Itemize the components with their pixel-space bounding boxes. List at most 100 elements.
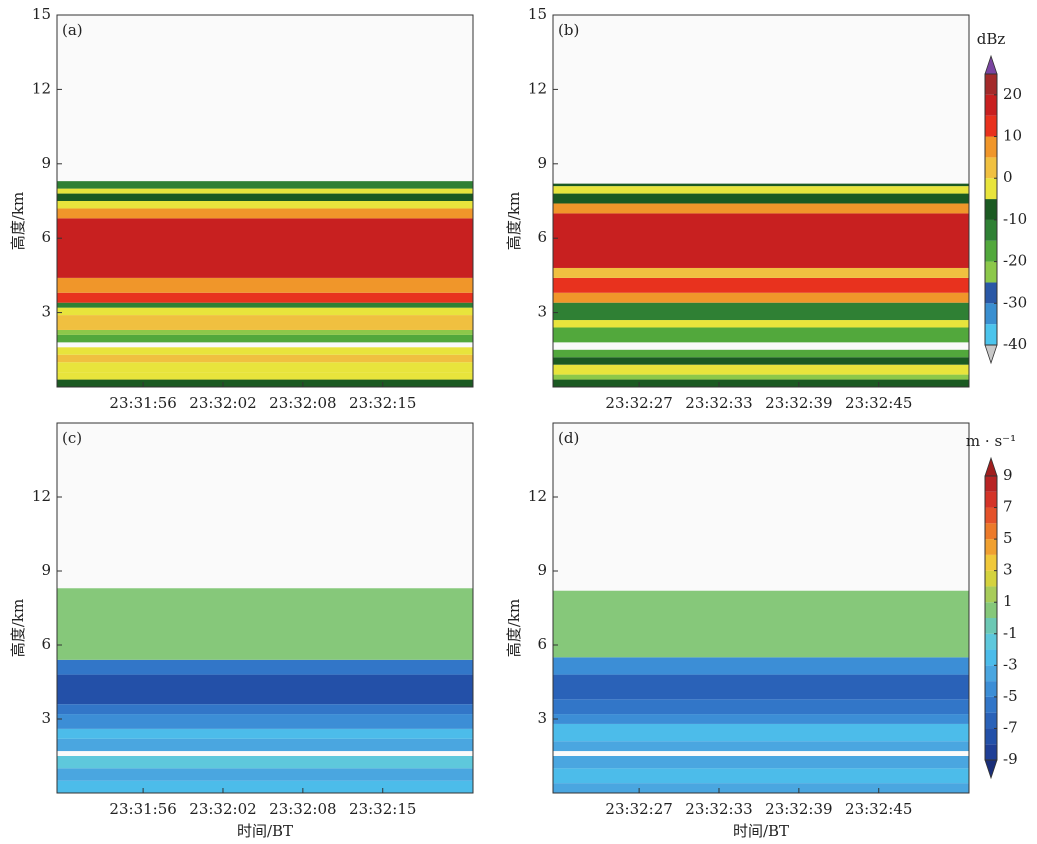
- y-tick-label: 9: [41, 561, 51, 579]
- colorbar-frame: [984, 73, 998, 346]
- contour-band: [57, 714, 473, 729]
- colorbar-segment: [985, 476, 997, 492]
- colorbar-tick-label: 3: [1003, 561, 1013, 579]
- y-tick-label: 3: [537, 709, 547, 727]
- y-tick-label: 9: [41, 154, 51, 172]
- colorbar-segment: [985, 199, 997, 220]
- y-axis-label: 高度/km: [505, 599, 523, 657]
- contour-band: [553, 357, 969, 365]
- colorbar-tick-label: 7: [1003, 498, 1013, 516]
- y-tick-label: 6: [537, 635, 547, 653]
- x-axis-label: 时间/BT: [733, 822, 789, 840]
- colorbar-segment: [985, 219, 997, 241]
- colorbar-segment: [985, 523, 997, 540]
- y-tick-label: 12: [32, 487, 51, 505]
- y-axis-label: 高度/km: [9, 192, 27, 250]
- contour-band: [57, 588, 473, 660]
- x-tick-label: 23:32:27: [605, 800, 672, 818]
- colorbar-frame: [984, 475, 998, 761]
- contour-band: [553, 292, 969, 303]
- contour-band: [57, 218, 473, 278]
- colorbar-segment: [985, 665, 997, 682]
- panel-label: (c): [62, 429, 82, 447]
- contour-band: [553, 327, 969, 343]
- colorbar-segment: [985, 586, 997, 603]
- y-tick-label: 12: [528, 79, 547, 97]
- contour-band: [57, 292, 473, 303]
- colorbar-tick-label: -30: [1003, 293, 1027, 311]
- colorbar-segment: [985, 491, 997, 508]
- y-tick-label: 6: [41, 635, 51, 653]
- contour-band: [57, 315, 473, 330]
- x-tick-label: 23:32:08: [269, 394, 336, 412]
- contour-band: [57, 728, 473, 739]
- contour-band: [57, 768, 473, 781]
- y-tick-label: 3: [41, 709, 51, 727]
- y-tick-label: 15: [32, 5, 51, 23]
- y-tick-label: 6: [537, 228, 547, 246]
- colorbar-segment: [985, 94, 997, 116]
- y-tick-label: 9: [537, 561, 547, 579]
- contour-band: [57, 756, 473, 769]
- panel-label: (d): [558, 429, 579, 447]
- x-tick-label: 23:32:33: [685, 394, 752, 412]
- colorbar-segment: [985, 554, 997, 571]
- x-tick-label: 23:32:02: [189, 394, 256, 412]
- contour-band: [553, 320, 969, 328]
- colorbar-segment: [985, 633, 997, 650]
- colorbar-under-arrow: [984, 759, 998, 780]
- colorbar-segment: [985, 282, 997, 304]
- x-tick-label: 23:32:08: [269, 800, 336, 818]
- colorbar-segment: [985, 570, 997, 587]
- colorbar-segment: [985, 602, 997, 618]
- contour-band: [57, 201, 473, 209]
- colorbar-tick-label: -40: [1003, 335, 1027, 353]
- colorbar-tick-label: -1: [1003, 624, 1018, 642]
- contour-band: [553, 193, 969, 204]
- contour-band: [57, 738, 473, 752]
- colorbar-segment: [985, 618, 997, 634]
- x-tick-label: 23:31:56: [109, 394, 176, 412]
- y-tick-label: 3: [537, 303, 547, 321]
- y-axis-label: 高度/km: [505, 192, 523, 250]
- contour-band: [57, 208, 473, 219]
- colorbar-segment: [985, 507, 997, 524]
- colorbar-tick-label: 0: [1003, 168, 1013, 186]
- colorbar-tick-label: -5: [1003, 687, 1018, 705]
- y-tick-label: 9: [537, 154, 547, 172]
- contour-band: [553, 657, 969, 675]
- colorbar-segment: [985, 178, 997, 200]
- colorbar-segment: [985, 261, 997, 283]
- x-tick-label: 23:32:15: [349, 394, 416, 412]
- contour-band: [553, 203, 969, 214]
- contour-band: [553, 768, 969, 784]
- contour-band: [553, 699, 969, 715]
- colorbar-tick-label: 10: [1003, 127, 1022, 145]
- y-axis-label: 高度/km: [9, 599, 27, 657]
- x-tick-label: 23:32:45: [845, 394, 912, 412]
- contour-band: [57, 780, 473, 793]
- contour-band: [553, 379, 969, 387]
- colorbar-tick-label: -20: [1003, 252, 1027, 270]
- colorbar-segment: [985, 712, 997, 729]
- colorbar-tick-label: -9: [1003, 750, 1018, 768]
- contour-band: [553, 213, 969, 268]
- colorbar-segment: [985, 649, 997, 666]
- colorbar-segment: [985, 115, 997, 137]
- y-tick-label: 6: [41, 228, 51, 246]
- x-tick-label: 23:32:27: [605, 394, 672, 412]
- contour-band: [57, 277, 473, 293]
- contour-band: [57, 354, 473, 363]
- colorbar-segment: [985, 74, 997, 95]
- contour-band: [57, 181, 473, 189]
- colorbar-segment: [985, 240, 997, 262]
- contour-band: [553, 364, 969, 375]
- colorbar-label: dBz: [977, 30, 1006, 48]
- contour-band: [553, 674, 969, 700]
- colorbar-segment: [985, 696, 997, 713]
- contour-band: [57, 307, 473, 316]
- contour-band: [57, 704, 473, 715]
- contour-band: [57, 347, 473, 355]
- contour-band: [553, 183, 969, 187]
